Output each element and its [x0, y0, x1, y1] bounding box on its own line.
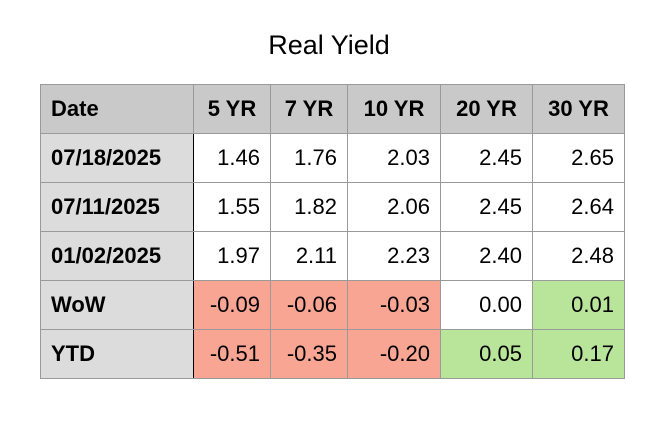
value-cell: 1.46: [193, 133, 271, 183]
title: Real Yield: [268, 30, 390, 60]
data-row: WoW -0.09 -0.06 -0.03 0.00 0.01: [40, 280, 625, 330]
value-cell: -0.06: [270, 280, 348, 330]
row-label: 07/11/2025: [40, 182, 194, 232]
value-cell: 2.23: [347, 231, 441, 281]
header-cell: 7 YR: [270, 84, 348, 134]
value-cell: 1.55: [193, 182, 271, 232]
value-cell: 2.11: [270, 231, 348, 281]
row-label: YTD: [40, 329, 194, 379]
value-cell: 2.40: [440, 231, 533, 281]
value-cell: 2.06: [347, 182, 441, 232]
yield-table: Date 5 YR 7 YR 10 YR 20 YR 30 YR 07/18/2025 1.4…: [40, 84, 625, 379]
value-cell: -0.20: [347, 329, 441, 379]
value-cell: -0.35: [270, 329, 348, 379]
value-cell: 0.01: [532, 280, 625, 330]
row-label: WoW: [40, 280, 194, 330]
header-cell: 20 YR: [440, 84, 533, 134]
value-cell: 1.76: [270, 133, 348, 183]
header-cell: 30 YR: [532, 84, 625, 134]
value-cell: 1.97: [193, 231, 271, 281]
value-cell: 0.17: [532, 329, 625, 379]
data-row: 07/18/2025 1.46 1.76 2.03 2.45 2.65: [40, 133, 625, 183]
value-cell: 2.45: [440, 133, 533, 183]
row-label: 07/18/2025: [40, 133, 194, 183]
header-cell: Date: [40, 84, 194, 134]
data-row: 01/02/2025 1.97 2.11 2.23 2.40 2.48: [40, 231, 625, 281]
value-cell: -0.51: [193, 329, 271, 379]
value-cell: 2.45: [440, 182, 533, 232]
value-cell: 0.05: [440, 329, 533, 379]
row-label: 01/02/2025: [40, 231, 194, 281]
value-cell: -0.03: [347, 280, 441, 330]
data-row: YTD -0.51 -0.35 -0.20 0.05 0.17: [40, 329, 625, 379]
value-cell: 2.64: [532, 182, 625, 232]
value-cell: 0.00: [440, 280, 533, 330]
value-cell: 2.03: [347, 133, 441, 183]
header-cell: 5 YR: [193, 84, 271, 134]
value-cell: -0.09: [193, 280, 271, 330]
data-row: 07/11/2025 1.55 1.82 2.06 2.45 2.64: [40, 182, 625, 232]
value-cell: 2.65: [532, 133, 625, 183]
value-cell: 1.82: [270, 182, 348, 232]
value-cell: 2.48: [532, 231, 625, 281]
header-row: Date 5 YR 7 YR 10 YR 20 YR 30 YR: [40, 84, 625, 134]
header-cell: 10 YR: [347, 84, 441, 134]
